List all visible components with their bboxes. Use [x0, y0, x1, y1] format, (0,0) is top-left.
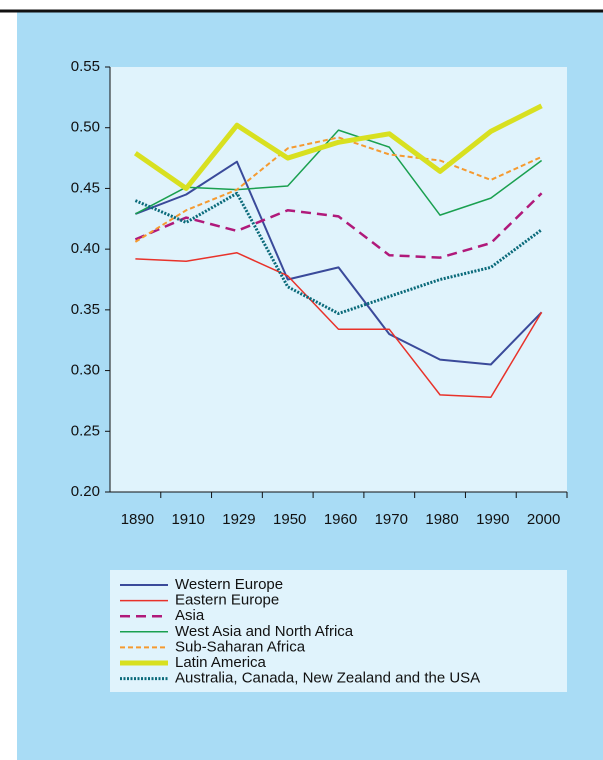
legend-label: Eastern Europe: [175, 592, 279, 609]
y-tick-label: 0.45: [71, 179, 100, 196]
legend-label: Sub-Saharan Africa: [175, 638, 306, 655]
x-tick-label: 1980: [425, 511, 458, 528]
series-line: [134, 136, 543, 243]
y-tick-label: 0.30: [71, 362, 100, 379]
series-line: [134, 191, 543, 315]
series-line: [134, 192, 543, 259]
series-line: [135, 160, 543, 366]
series-line: [133, 103, 543, 191]
y-tick-label: 0.25: [71, 422, 100, 439]
legend-label: Latin America: [175, 654, 267, 671]
y-tick-label: 0.40: [71, 240, 100, 257]
y-tick-label: 0.50: [71, 119, 100, 136]
x-tick-label: 1990: [476, 511, 509, 528]
y-tick-label: 0.55: [71, 58, 100, 75]
series-line: [135, 129, 543, 216]
legend-label: Western Europe: [175, 576, 283, 593]
legend-box: [110, 570, 567, 692]
legend-label: West Asia and North Africa: [175, 623, 354, 640]
x-tick-label: 2000: [527, 511, 560, 528]
y-tick-label: 0.35: [71, 301, 100, 318]
legend-label: Asia: [175, 607, 205, 624]
x-tick-label: 1960: [324, 511, 357, 528]
x-tick-label: 1970: [375, 511, 408, 528]
x-tick-label: 1929: [222, 511, 255, 528]
legend-label: Australia, Canada, New Zealand and the U…: [175, 670, 480, 687]
series-line: [135, 252, 543, 399]
x-tick-label: 1890: [121, 511, 154, 528]
x-tick-label: 1950: [273, 511, 306, 528]
y-tick-label: 0.20: [71, 483, 100, 500]
x-tick-label: 1910: [171, 511, 204, 528]
